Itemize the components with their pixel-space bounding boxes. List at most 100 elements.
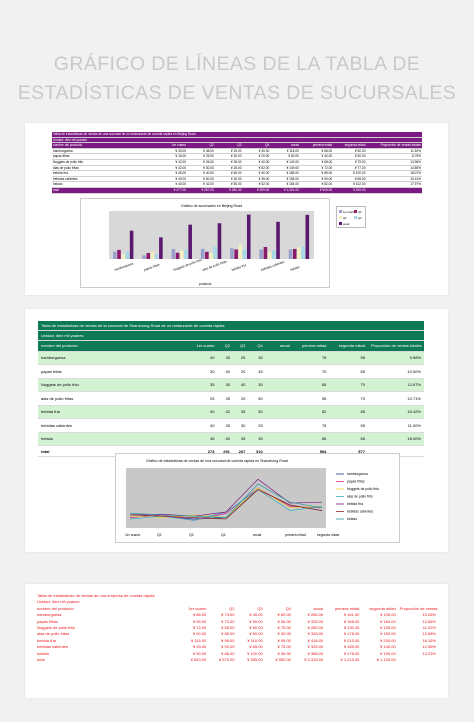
table-row: papas fritas ¥ 95.00 ¥ 73.00 ¥ 95.00 ¥ 65.00… [35, 619, 438, 625]
table-cell: 75 [292, 351, 330, 365]
table-cell: Q3 [232, 340, 249, 352]
table-cell: hamburguesa [37, 612, 62, 618]
bar [297, 247, 301, 259]
table-cell: 85 [292, 432, 330, 446]
table-cell: nombre del producto [52, 142, 160, 149]
table-cell: ¥ 118.00 [270, 148, 300, 155]
table-cell: ¥ 42.00 [159, 165, 188, 172]
chart-title: Gráfico de estadísticas de ventas de una… [146, 459, 288, 463]
table-cell: 40 [232, 378, 249, 392]
table-row: bebidas calientes ¥ 40.00 ¥ 50.00 ¥ 30.00 ¥ … [52, 176, 422, 183]
table-cell: Proporción de ventas totales [366, 142, 422, 149]
table-cell: bebidas calientes [52, 176, 160, 183]
table-cell: ¥ 88.00 [221, 650, 235, 656]
table-unit: Unidad: diez mil yuanes [52, 137, 422, 144]
table-row: helado ¥ 90.00 ¥ 88.00 ¥ 100.00 ¥ 90.00 ¥ 368… [35, 651, 438, 657]
table-cell: alas de pollo fritas [38, 391, 193, 406]
table-cell: ¥ 65.00 [249, 644, 263, 650]
table-cell: 16.16% [422, 637, 436, 643]
table-cell: alas de pollo fritas [52, 165, 160, 172]
table-cell: 70 [329, 378, 368, 392]
table-cell: ¥ 555.00 [247, 657, 263, 663]
bar [146, 253, 151, 259]
table-cell: ¥ 100.00 [247, 650, 263, 656]
table-cell: papas fritas [38, 364, 193, 379]
bar [154, 254, 159, 259]
bar [113, 251, 117, 259]
table-cell: 10.28% [422, 612, 436, 618]
bar-chart-beijing: Gráfico de sucursales en Beijing Road ha… [80, 198, 366, 288]
legend-swatch [339, 222, 342, 225]
legend-label: 1er cuarto [343, 210, 355, 214]
table-cell: ¥ 72.00 [192, 625, 207, 631]
bar [305, 214, 310, 259]
table-cell: ¥ 519.00 [333, 187, 367, 194]
table-cell: 13.96% [366, 159, 422, 166]
table-cell: ¥ 50.00 [187, 176, 215, 183]
table-cell: bebida fría [52, 170, 160, 177]
legend-swatch [354, 210, 357, 213]
table-cell: 14.23% [422, 650, 436, 656]
table-cell: 1er cuarto [188, 605, 207, 611]
bar [288, 249, 293, 259]
table-cell: ¥ 143.00 [270, 159, 300, 166]
table-row: alas de pollo fritas ¥ 42.00 ¥ 30.00 ¥ 25.0… [52, 165, 422, 172]
table-cell: ¥ 45.00 [249, 612, 263, 618]
table-cell: ¥ 90.00 [277, 631, 291, 637]
table-cell: ¥ 178.00 [343, 631, 360, 637]
table-header-row: nombre del producto 1er cuarto Q2 Q3 Q4 anual… [38, 340, 424, 352]
table-cell: ¥ 42.00 [159, 159, 188, 166]
table-cell: ¥ 90.00 [192, 650, 207, 656]
table-cell [366, 187, 422, 194]
table-cell: ¥ 190.00 [380, 650, 396, 656]
bar [171, 248, 176, 259]
table-cell: ¥ 2,318.00 [304, 657, 324, 663]
table-cell: Q4 [285, 605, 291, 611]
table-cell: ¥ 58.00 [221, 625, 235, 631]
table-row: Nuggets de pollo frito ¥ 72.00 ¥ 58.00 ¥ 80… [35, 625, 438, 631]
table-cell: 70 [329, 391, 368, 406]
table-cell [398, 657, 438, 663]
bar [159, 237, 163, 259]
table-cell: primera mitad [299, 142, 334, 149]
table-cell: 25 [232, 351, 249, 365]
table-cell: ¥ 75.00 [277, 625, 291, 631]
table-cell: Q3 [257, 605, 263, 611]
table-row: total ¥ 643.00 ¥ 570.00 ¥ 555.00 ¥ 550.00 ¥ 2… [35, 657, 438, 663]
page-title: GRÁFICO DE LÍNEAS DE LA TABLA DE ESTADÍS… [0, 50, 474, 108]
table-row: bebida fría 40 42 35 50 82 85 15.42% [38, 405, 424, 419]
table-cell: 14.55% [366, 165, 422, 172]
table-cell: ¥ 88.00 [192, 612, 207, 618]
table-cell: 50 [248, 391, 266, 406]
bar [263, 247, 268, 259]
page-title-line-1: GRÁFICO DE LÍNEAS DE LA TABLA DE [53, 53, 421, 75]
table-cell: ¥ 72.00 [299, 165, 334, 172]
bar [217, 223, 222, 259]
legend-label: bebidas calientes [347, 510, 374, 514]
table-cell: 25 [248, 418, 266, 433]
table-row: alas de pollo fritas ¥ 90.00 ¥ 88.00 ¥ 60.0… [35, 631, 438, 637]
table-row: bebidas calientes ¥ 93.00 ¥ 92.00 ¥ 65.00 ¥ … [35, 644, 438, 650]
table-cell: ¥ 65.00 [277, 618, 291, 624]
table-cell: 35 [217, 418, 233, 433]
legend-label: papas fritas [347, 480, 365, 484]
table-row: papas fritas 30 40 20 45 70 65 10.50% [38, 364, 424, 379]
table-cell: ¥ 266.00 [307, 612, 324, 618]
table-cell: ¥ 269.00 [242, 187, 271, 194]
x-tick-label: Q2 [157, 533, 162, 537]
table-cell: ¥ 161.00 [343, 612, 360, 618]
bar [200, 248, 205, 259]
table-cell: 15.14% [366, 176, 422, 183]
line-chart-shanzhong: Gráfico de estadísticas de ventas de una… [115, 453, 400, 543]
table-cell: ¥ 50.00 [333, 153, 367, 160]
table-row: hamburguesa ¥ 88.00 ¥ 73.00 ¥ 45.00 ¥ 60.00 ¥… [35, 612, 438, 618]
table-cell [265, 378, 293, 392]
table-cell: 30 [248, 351, 266, 365]
bar [259, 249, 264, 259]
table-cell: ¥ 155.00 [380, 625, 396, 631]
bar [238, 244, 243, 259]
table-cell: ¥ 35.00 [214, 159, 243, 166]
table-cell: hamburguesa [52, 148, 160, 155]
table-cell: Q2 [187, 142, 215, 149]
table-cell: helado [37, 650, 50, 656]
